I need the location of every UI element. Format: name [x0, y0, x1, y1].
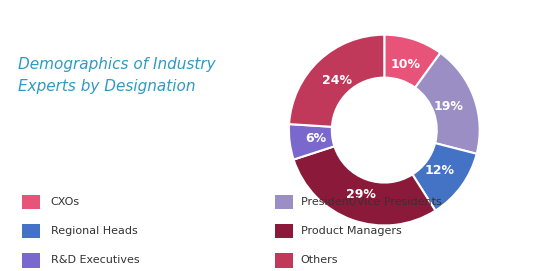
Wedge shape	[384, 35, 440, 88]
Text: 6%: 6%	[306, 132, 327, 145]
Wedge shape	[415, 53, 480, 154]
Text: Product Managers: Product Managers	[301, 226, 402, 236]
Bar	[21, 195, 40, 209]
Text: CXOs: CXOs	[51, 197, 80, 207]
Text: 19%: 19%	[434, 100, 464, 113]
Text: 24%: 24%	[322, 73, 352, 86]
Text: Regional Heads: Regional Heads	[51, 226, 137, 236]
Bar	[274, 253, 293, 268]
Wedge shape	[294, 146, 435, 225]
Wedge shape	[289, 124, 334, 160]
Bar	[21, 224, 40, 238]
Text: Demographics of Industry
Experts by Designation: Demographics of Industry Experts by Desi…	[19, 57, 216, 94]
Bar	[21, 253, 40, 268]
Text: President/Vice Presidents: President/Vice Presidents	[301, 197, 441, 207]
Text: R&D Executives: R&D Executives	[51, 256, 139, 265]
Text: 12%: 12%	[425, 164, 455, 177]
Wedge shape	[412, 143, 477, 211]
Text: Others: Others	[301, 256, 338, 265]
Bar	[274, 224, 293, 238]
Text: 10%: 10%	[390, 58, 421, 71]
Wedge shape	[289, 35, 384, 127]
Text: 29%: 29%	[346, 188, 376, 201]
Bar	[274, 195, 293, 209]
